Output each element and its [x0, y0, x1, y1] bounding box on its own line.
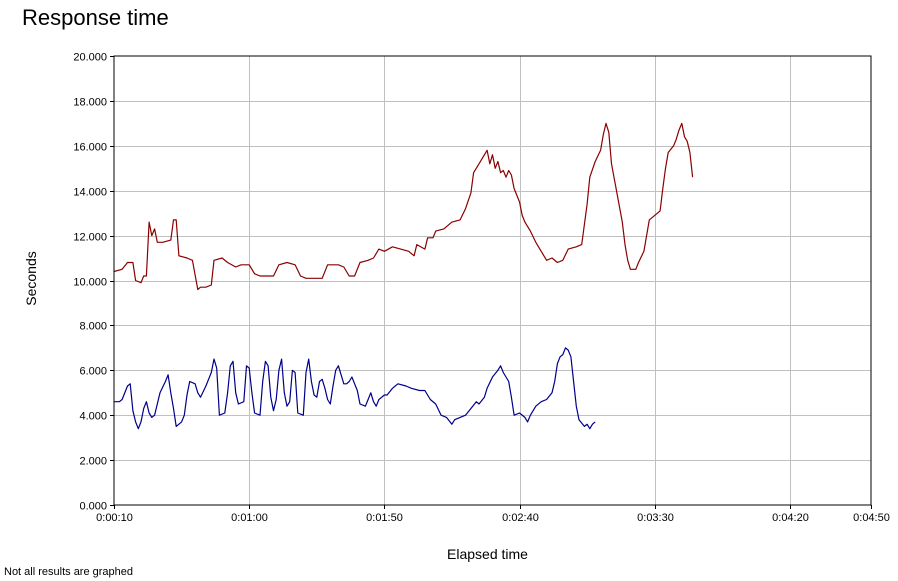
y-tick-label: 12.000 — [73, 232, 107, 244]
x-tick-label: 0:04:20 — [772, 512, 809, 524]
y-tick-label: 8.000 — [79, 321, 107, 333]
x-tick-labels: 0:00:10 0:01:00 0:01:50 0:02:40 0:03:30 0:04:… — [96, 512, 890, 524]
chart-title: Response time — [22, 5, 169, 30]
x-tick-label: 0:00:10 — [96, 512, 133, 524]
plot-area-frame — [113, 55, 872, 506]
footnote: Not all results are graphed — [4, 566, 134, 578]
series-line-1 — [113, 122, 694, 291]
y-tick-label: 10.000 — [73, 277, 107, 289]
x-tick-label: 0:01:50 — [366, 512, 403, 524]
y-tick-label: 14.000 — [73, 187, 107, 199]
x-tick-label: 0:02:40 — [502, 512, 539, 524]
y-axis-title: Seconds — [23, 251, 39, 305]
series-line-2 — [114, 347, 596, 430]
x-axis-title: Elapsed time — [447, 546, 528, 562]
x-tick-label: 0:01:00 — [231, 512, 268, 524]
y-tick-labels: 0.000 2.000 4.000 6.000 8.000 10.000 12.000 14.… — [73, 52, 107, 513]
grid-lines — [110, 56, 872, 509]
y-tick-label: 20.000 — [73, 52, 107, 64]
y-tick-label: 0.000 — [79, 501, 107, 513]
y-tick-label: 4.000 — [79, 411, 107, 423]
y-tick-label: 2.000 — [79, 456, 107, 468]
x-tick-label: 0:03:30 — [637, 512, 674, 524]
y-tick-label: 18.000 — [73, 97, 107, 109]
y-tick-label: 16.000 — [73, 142, 107, 154]
series-lines — [113, 122, 694, 430]
y-tick-label: 6.000 — [79, 366, 107, 378]
x-tick-label: 0:04:50 — [853, 512, 890, 524]
